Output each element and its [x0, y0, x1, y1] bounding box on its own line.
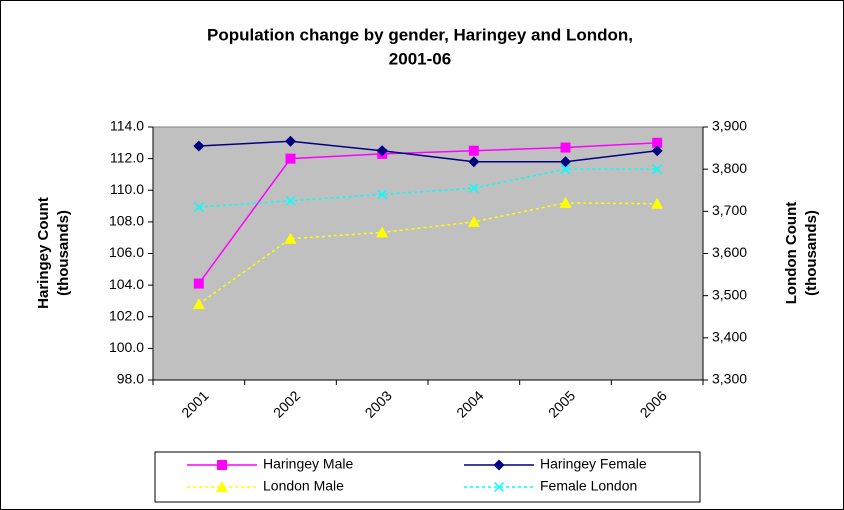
y2-tick-label: 3,800 — [712, 160, 747, 176]
y-axis-title: (thousands) — [55, 210, 72, 296]
chart-title: 2001-06 — [389, 49, 451, 68]
y-axis-title: Haringey Count — [35, 197, 52, 309]
y2-axis-title: (thousands) — [803, 210, 820, 296]
series-line — [198, 142, 658, 284]
y-tick-label: 102.0 — [109, 307, 144, 323]
y2-tick-label: 3,700 — [712, 202, 747, 218]
point — [560, 142, 571, 153]
y2-tick-label: 3,500 — [712, 286, 747, 302]
y-tick-label: 106.0 — [109, 244, 144, 260]
plot-area — [152, 126, 704, 381]
y-tick-label: 104.0 — [109, 276, 144, 292]
legend-label: London Male — [263, 478, 344, 494]
point — [285, 195, 296, 206]
point — [468, 145, 479, 156]
point — [377, 189, 388, 200]
point — [285, 135, 296, 147]
point — [652, 164, 663, 175]
y2-tick-label: 3,900 — [712, 118, 747, 134]
y-tick-label: 110.0 — [110, 181, 144, 197]
point — [376, 226, 389, 238]
point — [193, 140, 205, 152]
y2-tick-label: 3,400 — [712, 329, 747, 345]
legend — [154, 451, 701, 503]
point — [192, 298, 205, 310]
point — [493, 481, 505, 493]
y-tick-label: 112.0 — [110, 149, 144, 165]
legend-label: Female London — [540, 478, 637, 494]
point — [651, 145, 663, 157]
point — [193, 278, 204, 289]
y-tick-label: 108.0 — [109, 213, 144, 229]
y2-axis-title: London Count — [783, 202, 800, 304]
point — [468, 156, 480, 168]
point — [651, 197, 664, 209]
point — [193, 202, 204, 213]
y2-tick-label: 3,600 — [712, 244, 747, 260]
point — [493, 459, 505, 471]
point — [216, 481, 228, 492]
y-tick-label: 98.0 — [117, 371, 144, 387]
y-tick-label: 114.0 — [110, 118, 144, 134]
point — [559, 196, 572, 208]
point — [560, 164, 571, 175]
point — [285, 153, 296, 164]
legend-label: Haringey Female — [540, 456, 647, 472]
legend-label: Haringey Male — [263, 456, 353, 472]
point — [217, 460, 227, 470]
point — [560, 156, 571, 168]
point — [284, 232, 297, 244]
y-tick-label: 100.0 — [109, 339, 144, 355]
series-line — [198, 140, 658, 163]
chart-title: Population change by gender, Haringey an… — [207, 25, 633, 44]
point — [376, 145, 388, 157]
y2-tick-label: 3,300 — [712, 371, 747, 387]
point — [467, 215, 480, 227]
point — [468, 183, 479, 194]
series-line — [198, 168, 658, 208]
